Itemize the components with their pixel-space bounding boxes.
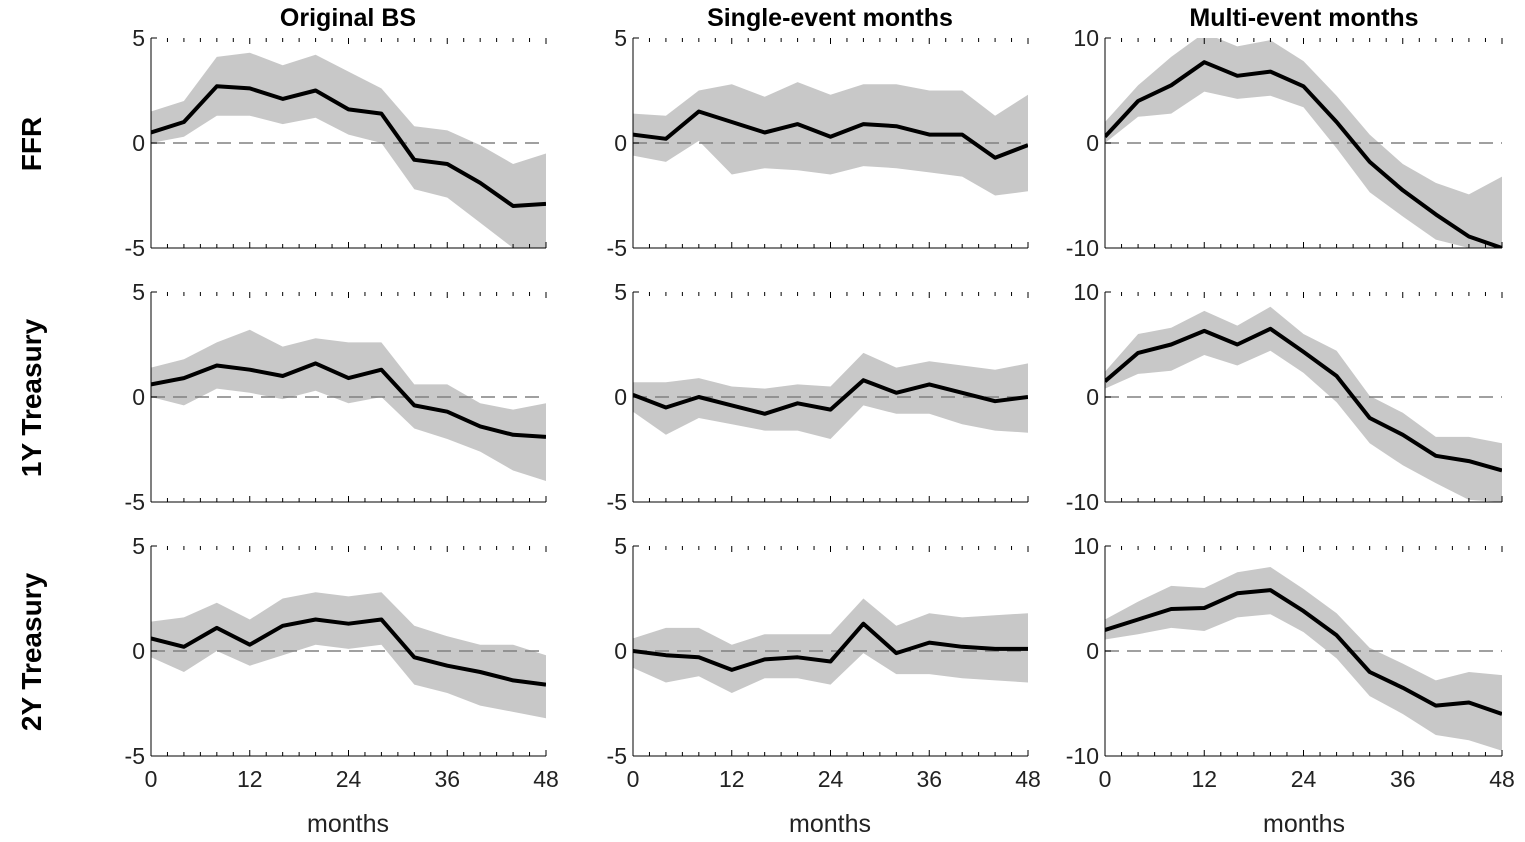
y-tick-label: 0: [1086, 384, 1099, 410]
confidence-band: [1105, 38, 1502, 248]
panel-1-3: -10 0 10: [1066, 25, 1503, 261]
y-tick-label: 10: [1073, 279, 1099, 305]
x-axis-labels: months months months: [307, 810, 1345, 838]
panel-2-2: -5 0 5: [607, 279, 1029, 515]
row-labels: FFR 1Y Treasury 2Y Treasury: [16, 117, 47, 731]
response-line: [1105, 588, 1502, 716]
panel-2-3: -10 0 10: [1066, 279, 1503, 515]
x-axis-label-col2: months: [789, 810, 871, 838]
y-tick-label: 10: [1073, 25, 1099, 51]
row-label-1y-treasury: 1Y Treasury: [16, 318, 47, 477]
response-line: [151, 84, 546, 208]
x-tick-label: 12: [1191, 766, 1217, 792]
panel-1-1: -5 0 5: [125, 25, 547, 261]
y-tick-label: -10: [1066, 489, 1099, 515]
response-line: [633, 621, 1028, 672]
x-tick-label: 24: [818, 766, 844, 792]
x-axis-label-col3: months: [1263, 810, 1345, 838]
y-tick-label: -5: [607, 235, 627, 261]
y-tick-label: 5: [132, 533, 145, 559]
y-tick-label: -5: [125, 489, 145, 515]
y-tick-label: 0: [614, 638, 627, 664]
confidence-band: [633, 352, 1028, 439]
y-tick-label: 0: [1086, 130, 1099, 156]
confidence-band: [1105, 567, 1502, 751]
y-tick-label: 5: [614, 25, 627, 51]
x-tick-label: 0: [627, 766, 640, 792]
column-title-single-event: Single-event months: [707, 4, 953, 32]
response-line: [633, 378, 1028, 416]
y-tick-label: -5: [125, 235, 145, 261]
response-line: [633, 109, 1028, 160]
y-tick-label: -10: [1066, 743, 1099, 769]
column-title-original-bs: Original BS: [280, 4, 416, 32]
row-label-2y-treasury: 2Y Treasury: [16, 572, 47, 731]
y-tick-label: -5: [607, 489, 627, 515]
x-tick-label: 48: [1489, 766, 1515, 792]
y-tick-label: 5: [614, 279, 627, 305]
response-line: [151, 617, 546, 687]
y-tick-label: 0: [132, 638, 145, 664]
x-tick-label: 24: [1291, 766, 1317, 792]
confidence-band: [633, 82, 1028, 196]
response-line: [1105, 326, 1502, 473]
x-tick-label: 24: [336, 766, 362, 792]
y-tick-label: 0: [614, 130, 627, 156]
x-tick-label: 0: [145, 766, 158, 792]
response-line: [1105, 60, 1502, 248]
panel-2-1: -5 0 5: [125, 279, 547, 515]
x-tick-label: 36: [434, 766, 460, 792]
y-tick-label: -10: [1066, 235, 1099, 261]
x-axis-label-col1: months: [307, 810, 389, 838]
y-tick-label: 10: [1073, 533, 1099, 559]
y-tick-label: 5: [614, 533, 627, 559]
y-tick-label: 0: [614, 384, 627, 410]
panel-1-2: -5 0 5: [607, 25, 1029, 261]
x-tick-label: 36: [1390, 766, 1416, 792]
response-line: [151, 361, 546, 439]
x-tick-label: 12: [237, 766, 263, 792]
y-tick-label: 0: [132, 130, 145, 156]
y-tick-label: 0: [1086, 638, 1099, 664]
y-tick-label: -5: [125, 743, 145, 769]
row-label-ffr: FFR: [16, 117, 47, 171]
column-titles: Original BS Single-event months Multi-ev…: [280, 4, 1419, 32]
x-tick-label: 48: [533, 766, 559, 792]
x-tick-label: 0: [1099, 766, 1112, 792]
x-tick-label: 12: [719, 766, 745, 792]
confidence-band: [151, 592, 546, 719]
y-tick-label: 0: [132, 384, 145, 410]
confidence-band: [1105, 306, 1502, 502]
y-tick-label: -5: [607, 743, 627, 769]
confidence-band: [151, 329, 546, 481]
x-tick-label: 48: [1015, 766, 1041, 792]
column-title-multi-event: Multi-event months: [1189, 4, 1418, 32]
y-tick-label: 5: [132, 25, 145, 51]
x-tick-label: 36: [916, 766, 942, 792]
confidence-band: [151, 52, 546, 248]
y-tick-label: 5: [132, 279, 145, 305]
